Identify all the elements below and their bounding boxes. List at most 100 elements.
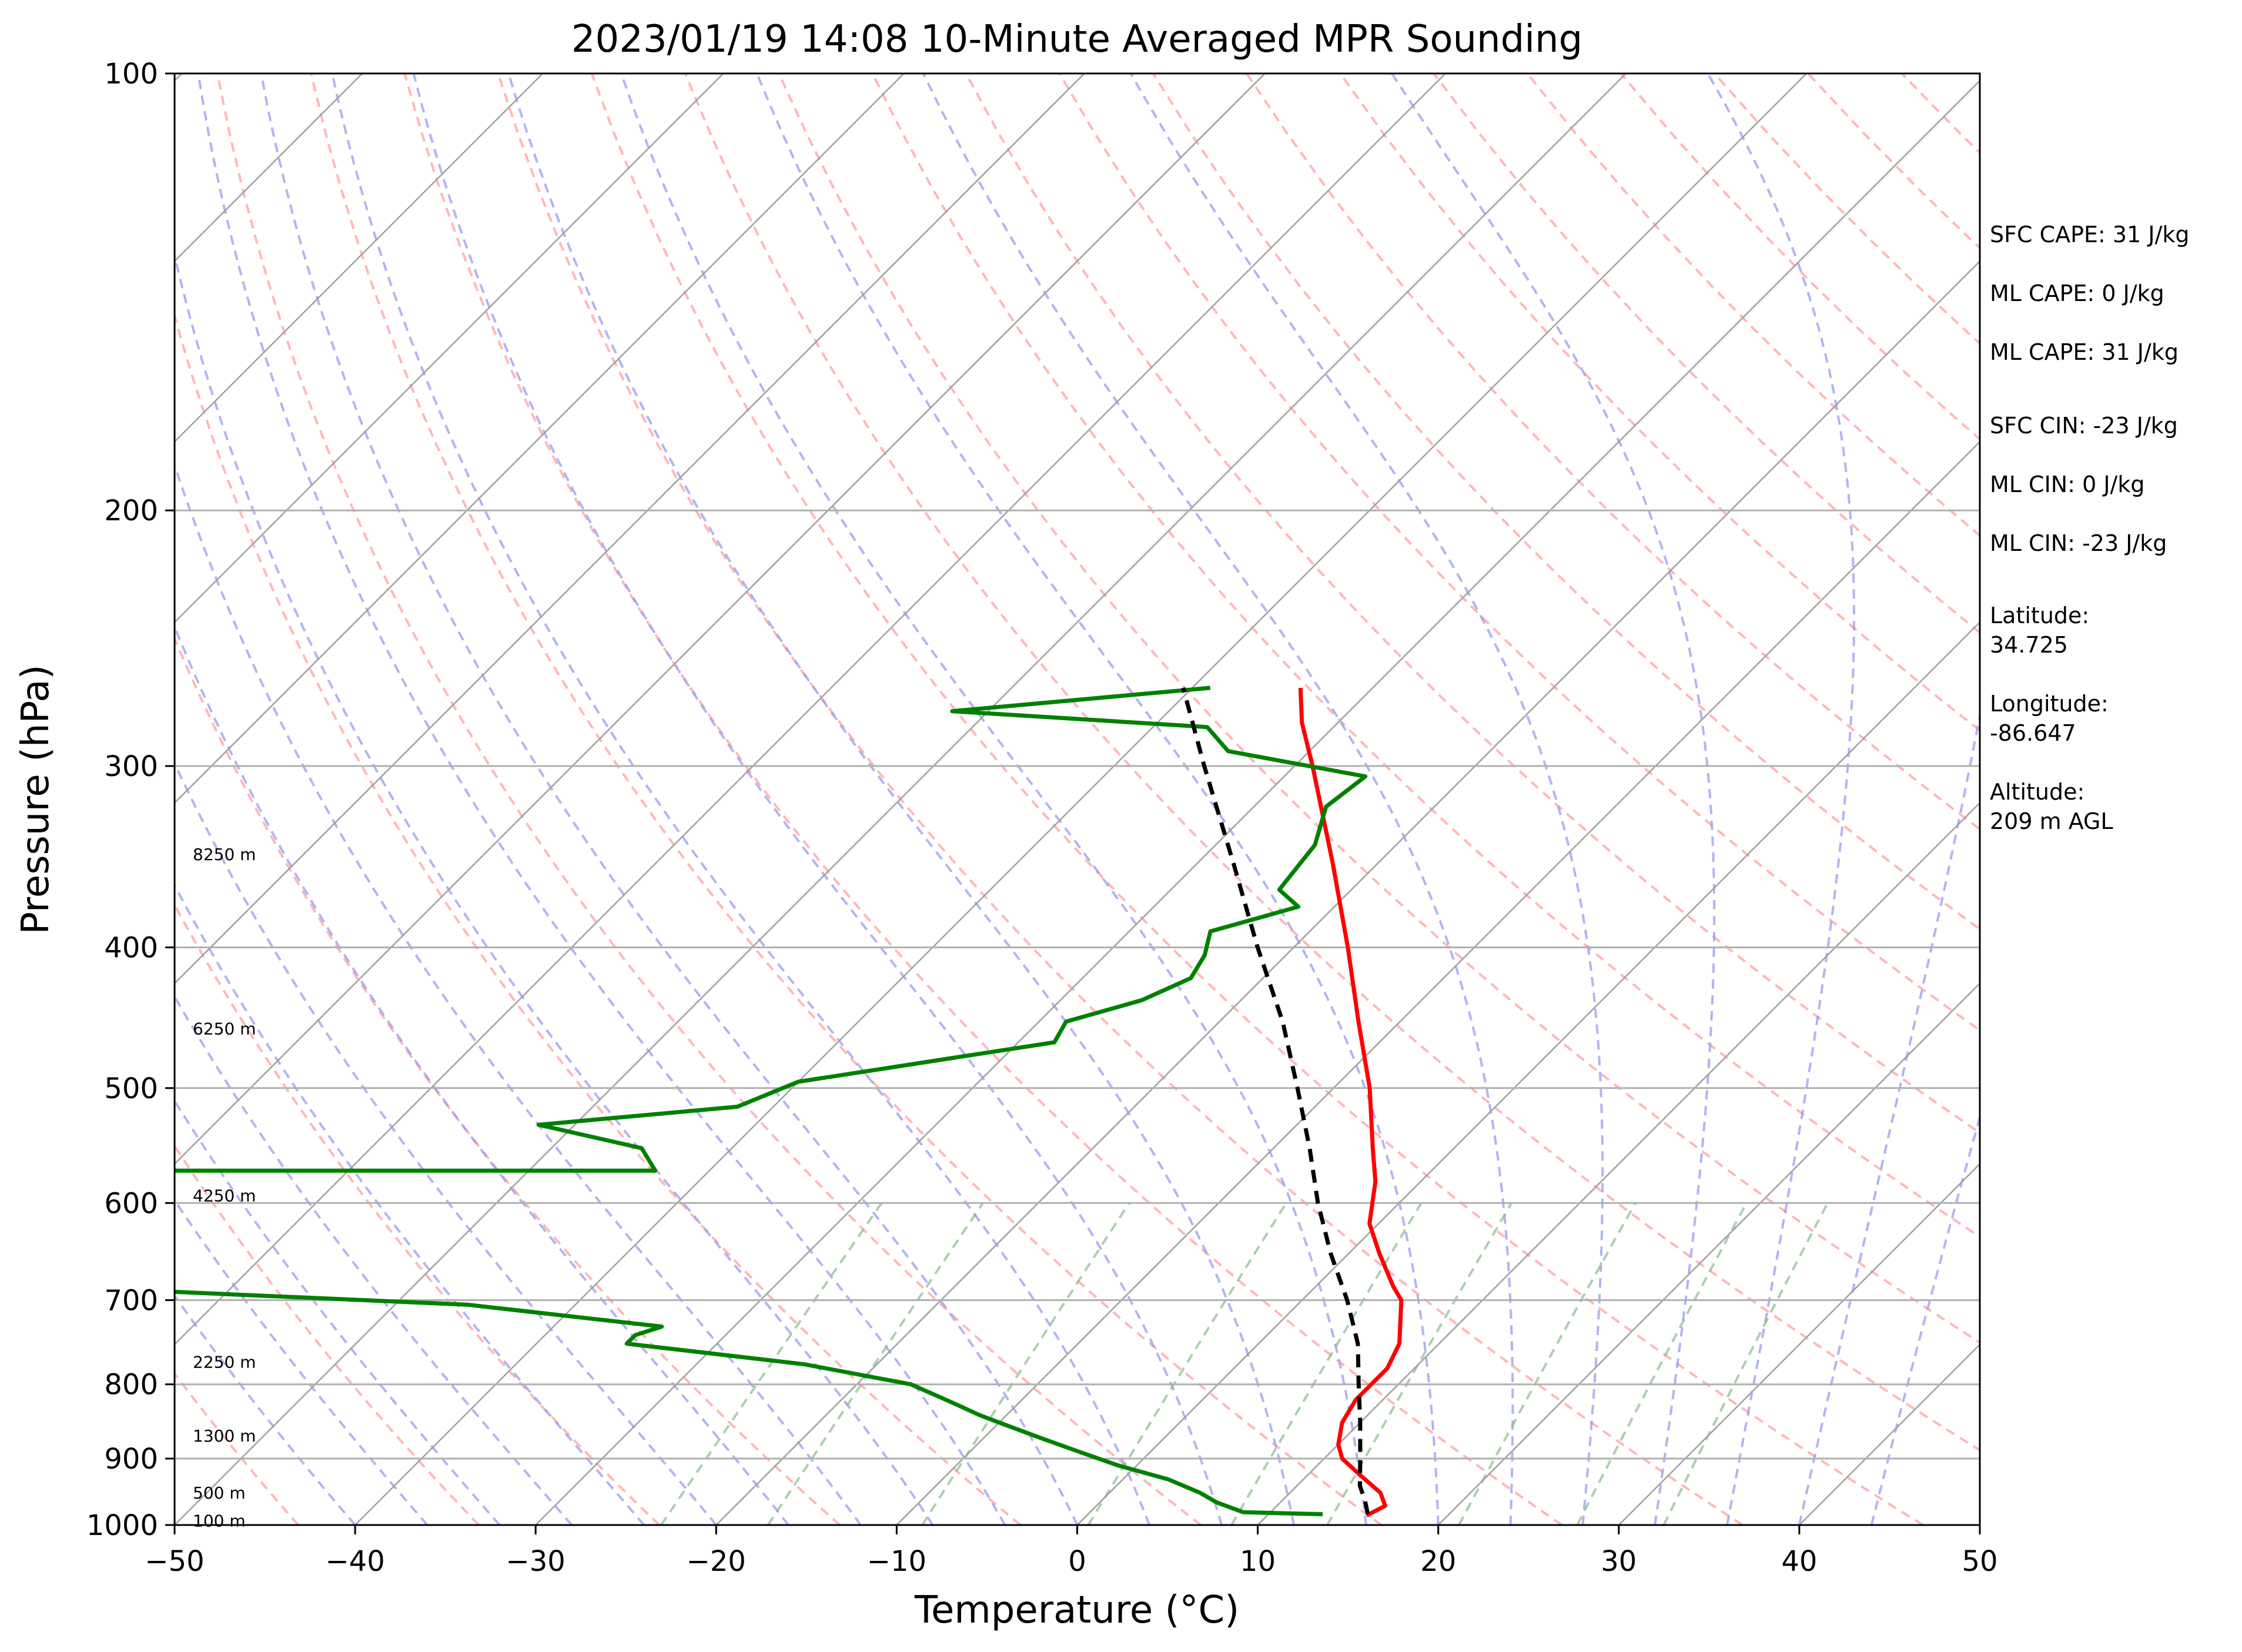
moist-adiabat bbox=[507, 73, 1295, 1525]
y-axis-ticks: 100 200 300 400 500 600 700 800 900 1000 bbox=[86, 58, 175, 1542]
y-tick-label: 600 bbox=[104, 1187, 158, 1220]
stat-ml-cin-b: ML CIN: -23 J/kg bbox=[1990, 530, 2167, 556]
x-tick-label: 40 bbox=[1781, 1545, 1817, 1578]
x-tick-label: −40 bbox=[325, 1545, 384, 1578]
dry-adiabat bbox=[175, 636, 841, 1525]
stat-ml-cape-a: ML CAPE: 0 J/kg bbox=[1990, 280, 2164, 306]
height-label: 1300 m bbox=[193, 1426, 256, 1446]
isotherm-line bbox=[175, 73, 905, 804]
isotherm-line bbox=[354, 73, 1807, 1525]
isotherm-line bbox=[896, 440, 1980, 1525]
dry-adiabat bbox=[871, 73, 1980, 1239]
stats-panel: SFC CAPE: 31 J/kg ML CAPE: 0 J/kg ML CAP… bbox=[1990, 222, 2190, 834]
isotherm-line bbox=[175, 73, 1085, 985]
y-tick-label: 800 bbox=[104, 1369, 158, 1402]
stat-ml-cin-a: ML CIN: 0 J/kg bbox=[1990, 471, 2144, 497]
mixing-ratio-line bbox=[1662, 1202, 1829, 1525]
y-tick-label: 100 bbox=[104, 58, 158, 91]
height-label: 2250 m bbox=[193, 1353, 256, 1372]
moist-adiabat bbox=[175, 761, 717, 1525]
height-label: 6250 m bbox=[193, 1019, 256, 1039]
height-label: 500 m bbox=[193, 1483, 246, 1503]
isotherm-line bbox=[715, 260, 1980, 1525]
moist-adiabat bbox=[175, 462, 862, 1525]
parcel-profile bbox=[1181, 687, 1370, 1515]
chart-title: 2023/01/19 14:08 10-Minute Averaged MPR … bbox=[571, 18, 1582, 61]
x-tick-label: −10 bbox=[867, 1545, 926, 1578]
stat-sfc-cin: SFC CIN: -23 J/kg bbox=[1990, 413, 2178, 439]
moist-adiabat bbox=[331, 73, 1151, 1525]
y-tick-label: 200 bbox=[104, 494, 158, 527]
y-tick-label: 500 bbox=[104, 1072, 158, 1105]
isotherm-line bbox=[1076, 621, 1980, 1525]
moist-adiabat bbox=[1798, 709, 1980, 1525]
dry-adiabat bbox=[403, 73, 1563, 1525]
isotherm-line bbox=[535, 79, 1980, 1525]
altitude-label: Altitude: bbox=[1990, 779, 2084, 805]
isotherm-line bbox=[1437, 982, 1980, 1525]
moist-adiabat bbox=[175, 882, 645, 1525]
moist-adiabat bbox=[175, 1293, 356, 1525]
moist-adiabat bbox=[175, 1099, 501, 1525]
mixing-ratio-line bbox=[660, 1202, 883, 1525]
isotherm-line bbox=[175, 73, 544, 443]
y-tick-label: 1000 bbox=[86, 1509, 158, 1542]
x-tick-label: −50 bbox=[145, 1545, 204, 1578]
moist-adiabat bbox=[755, 73, 1440, 1525]
mixing-ratio-line bbox=[1576, 1202, 1748, 1525]
latitude-label: Latitude: bbox=[1990, 603, 2089, 628]
moist-adiabat bbox=[260, 73, 1079, 1525]
dewpoint-profile bbox=[175, 685, 1368, 1517]
moist-adiabat bbox=[620, 73, 1367, 1525]
x-tick-label: 50 bbox=[1962, 1545, 1997, 1578]
dry-adiabat bbox=[175, 1372, 299, 1525]
isotherm-line bbox=[175, 73, 1266, 1165]
longitude-label: Longitude: bbox=[1990, 691, 2109, 717]
dry-adiabat bbox=[175, 1143, 480, 1525]
moist-adiabat bbox=[175, 624, 789, 1525]
isotherm-line bbox=[175, 73, 1446, 1346]
latitude-value: 34.725 bbox=[1990, 632, 2068, 658]
isotherm-line bbox=[175, 73, 724, 624]
moist-adiabat bbox=[1870, 1112, 1980, 1525]
y-axis-label: Pressure (hPa) bbox=[14, 664, 58, 934]
isotherm-line bbox=[1257, 801, 1980, 1525]
moist-adiabat bbox=[922, 73, 1514, 1525]
x-axis-label: Temperature (°C) bbox=[914, 1589, 1239, 1632]
moist-adiabat bbox=[175, 994, 573, 1525]
y-tick-label: 700 bbox=[104, 1285, 158, 1317]
mixing-ratio-line bbox=[767, 1202, 984, 1525]
height-label: 4250 m bbox=[193, 1186, 256, 1206]
y-tick-label: 900 bbox=[104, 1443, 158, 1476]
dry-adiabat bbox=[684, 73, 1980, 1452]
altitude-value: 209 m AGL bbox=[1990, 808, 2113, 834]
dry-adiabat bbox=[965, 73, 1980, 1135]
moist-adiabat bbox=[1706, 73, 1855, 1525]
x-tick-label: 30 bbox=[1601, 1545, 1637, 1578]
height-label: 8250 m bbox=[193, 845, 256, 864]
stat-ml-cape-b: ML CAPE: 31 J/kg bbox=[1990, 339, 2179, 365]
moist-adiabat bbox=[175, 1198, 429, 1525]
height-label: 100 m bbox=[193, 1511, 246, 1531]
isotherm-line bbox=[1618, 1163, 1980, 1525]
x-tick-label: −20 bbox=[687, 1545, 746, 1578]
dry-adiabat bbox=[216, 73, 1202, 1525]
y-tick-label: 300 bbox=[104, 750, 158, 783]
stat-sfc-cape: SFC CAPE: 31 J/kg bbox=[1990, 222, 2190, 248]
x-axis-ticks: −50 −40 −30 −20 −10 0 10 20 30 40 50 bbox=[145, 1525, 1998, 1578]
sounding-profiles bbox=[175, 685, 1404, 1517]
x-tick-label: 20 bbox=[1420, 1545, 1456, 1578]
x-tick-label: 10 bbox=[1240, 1545, 1276, 1578]
y-tick-label: 400 bbox=[104, 932, 158, 965]
longitude-value: -86.647 bbox=[1990, 720, 2076, 746]
dry-adiabat bbox=[1058, 73, 1980, 1032]
moist-adiabat bbox=[1129, 73, 1604, 1525]
moist-adiabat bbox=[1391, 73, 1716, 1525]
moist-adiabat bbox=[197, 73, 1006, 1525]
reference-lines bbox=[175, 73, 1980, 1525]
x-tick-label: −30 bbox=[506, 1545, 565, 1578]
height-labels: 8250 m 6250 m 4250 m 2250 m 1300 m 500 m 100 m bbox=[193, 845, 256, 1531]
dry-adiabat bbox=[778, 73, 1980, 1345]
x-tick-label: 0 bbox=[1068, 1545, 1086, 1578]
